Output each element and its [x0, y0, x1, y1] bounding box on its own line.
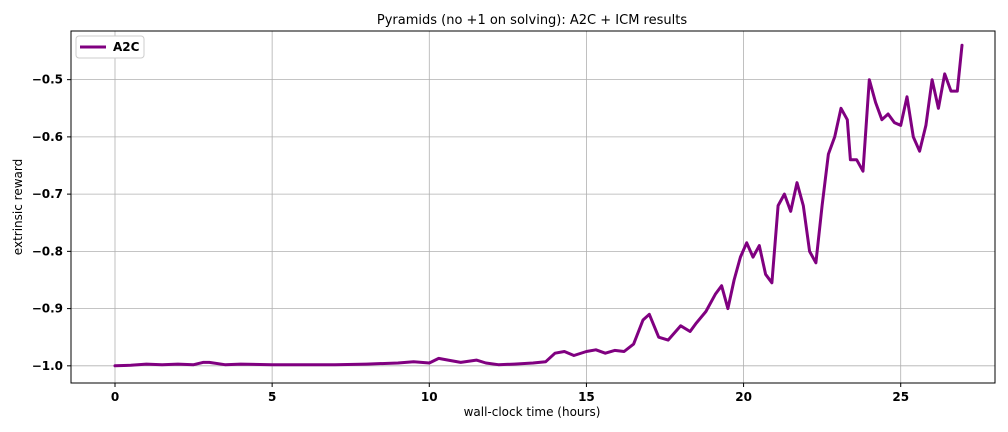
x-axis-label: wall-clock time (hours)	[464, 405, 601, 419]
grid	[71, 31, 995, 383]
legend-label: A2C	[113, 40, 140, 54]
x-tick-label: 25	[892, 390, 909, 404]
legend: A2C	[75, 35, 145, 59]
x-tick-label: 20	[735, 390, 752, 404]
y-tick-label: −0.8	[32, 244, 63, 258]
series-group	[113, 43, 964, 368]
y-axis: −1.0 −0.9 −0.8 −0.7 −0.6 −0.5	[32, 73, 71, 373]
chart-title: Pyramids (no +1 on solving): A2C + ICM r…	[377, 13, 687, 28]
y-axis-label: extrinsic reward	[11, 159, 25, 255]
y-tick-label: −1.0	[32, 359, 63, 373]
x-tick-label: 10	[421, 390, 438, 404]
y-tick-label: −0.5	[32, 73, 63, 87]
x-axis: 0 5 10 15 20 25	[111, 383, 909, 404]
legend-box	[75, 35, 145, 59]
y-tick-label: −0.7	[32, 187, 63, 201]
x-tick-label: 5	[268, 390, 276, 404]
x-tick-label: 15	[578, 390, 595, 404]
series-line	[113, 43, 964, 368]
y-tick-label: −0.9	[32, 302, 63, 316]
y-tick-label: −0.6	[32, 130, 63, 144]
x-tick-label: 0	[111, 390, 119, 404]
plot-area	[70, 30, 996, 384]
